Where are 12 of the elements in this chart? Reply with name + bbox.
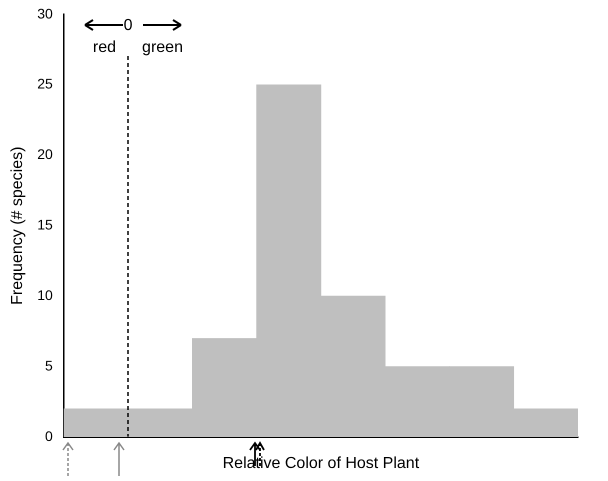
y-tick-label: 20 bbox=[37, 146, 53, 162]
y-tick-label: 10 bbox=[37, 286, 53, 303]
y-axis-title: Frequency (# species) bbox=[9, 146, 26, 305]
y-tick-label: 15 bbox=[37, 216, 53, 233]
y-tick-label: 30 bbox=[37, 5, 53, 22]
y-tick-label: 5 bbox=[44, 357, 53, 374]
annotation: red bbox=[92, 38, 116, 56]
annotation: 0 bbox=[124, 16, 133, 34]
y-tick-label: 0 bbox=[44, 428, 53, 444]
x-axis-title: Relative Color of Host Plant bbox=[222, 454, 420, 472]
y-tick-label: 25 bbox=[37, 76, 53, 92]
annotation: green bbox=[142, 38, 183, 56]
